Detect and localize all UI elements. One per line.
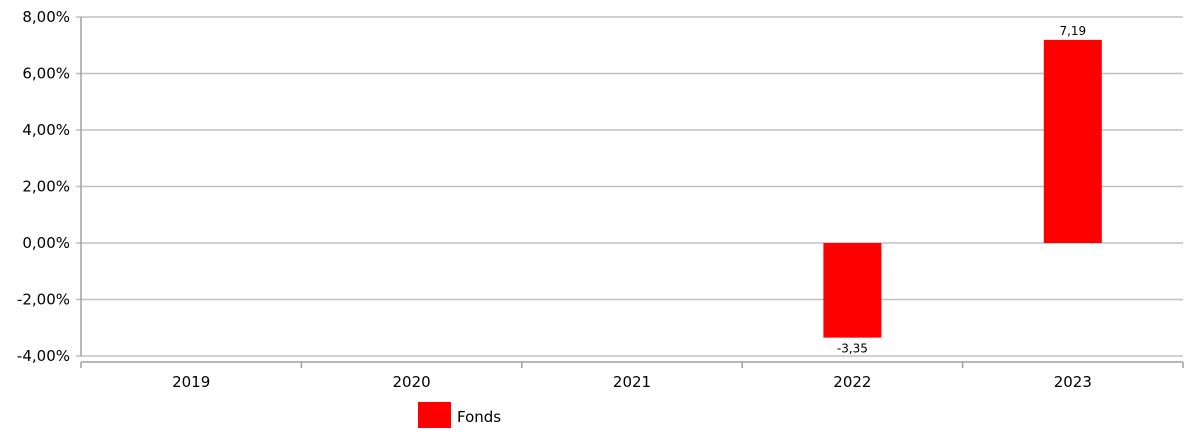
y-tick-label: 6,00% [22,65,70,83]
gridlines [76,16,1183,357]
x-tick-label: 2023 [1054,373,1092,391]
y-tick-label: 2,00% [22,178,70,196]
y-tick-label: 4,00% [22,121,70,139]
legend-label: Fonds [457,408,501,426]
y-tick-label: -2,00% [17,291,70,309]
x-tick-label: 2021 [613,373,651,391]
bar-2023 [1043,39,1102,243]
bar-2022 [823,243,882,338]
x-tick-label: 2022 [833,373,871,391]
y-tick-label: -4,00% [17,347,70,365]
x-tick-label: 2019 [172,373,210,391]
x-tick-label: 2020 [393,373,431,391]
y-tick-label: 0,00% [22,234,70,252]
data-label-2023: 7,19 [1059,24,1086,38]
data-label-2022: -3,35 [837,342,868,356]
y-tick-label: 8,00% [22,8,70,26]
legend-swatch [418,402,451,428]
bars [823,39,1102,338]
legend: Fonds [418,402,501,428]
data-labels: -3,35 7,19 [837,24,1086,356]
axes: 8,00% 6,00% 4,00% 2,00% 0,00% -2,00% -4,00% 201… [17,8,1184,391]
